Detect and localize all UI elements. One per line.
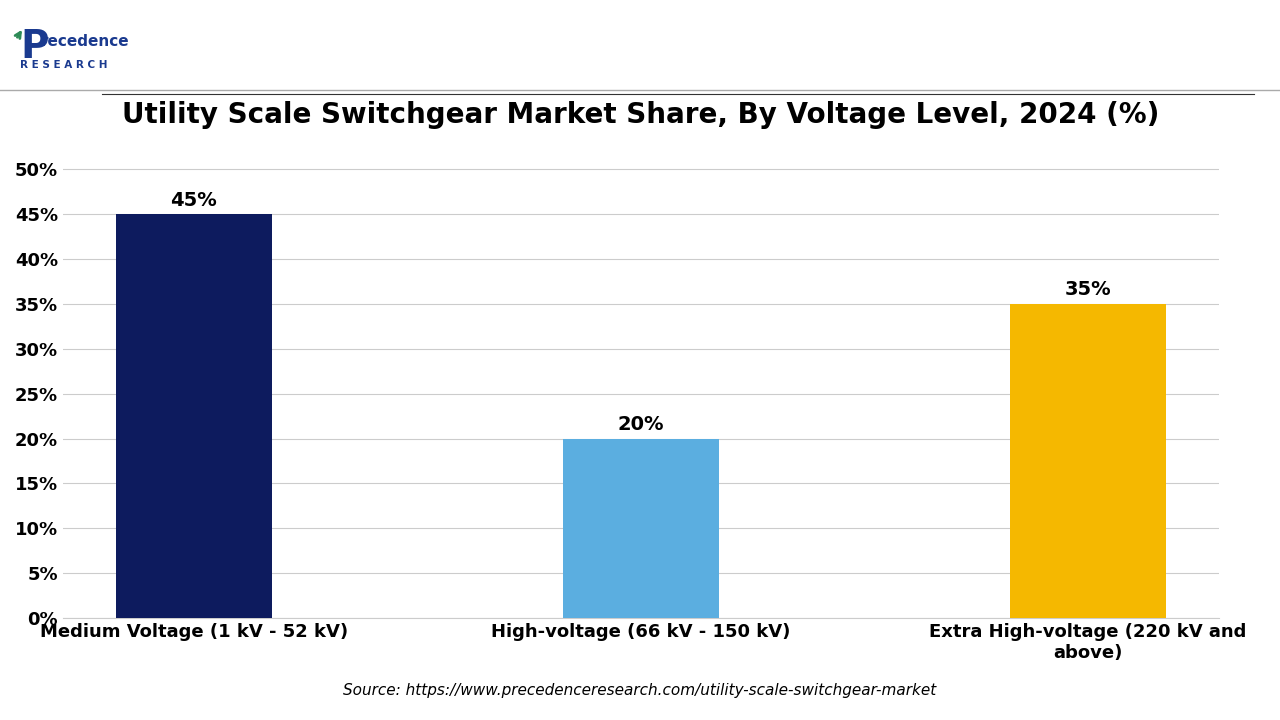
Bar	[562, 438, 719, 618]
Title: Utility Scale Switchgear Market Share, By Voltage Level, 2024 (%): Utility Scale Switchgear Market Share, B…	[122, 102, 1160, 130]
Text: recedence: recedence	[41, 35, 129, 49]
Bar	[115, 214, 271, 618]
Text: 20%: 20%	[617, 415, 664, 434]
Text: Source: https://www.precedenceresearch.com/utility-scale-switchgear-market: Source: https://www.precedenceresearch.c…	[343, 683, 937, 698]
Text: 35%: 35%	[1065, 280, 1111, 300]
Text: 45%: 45%	[170, 191, 218, 210]
Bar	[1010, 304, 1166, 618]
Text: P: P	[20, 28, 49, 66]
Text: R E S E A R C H: R E S E A R C H	[20, 60, 108, 70]
